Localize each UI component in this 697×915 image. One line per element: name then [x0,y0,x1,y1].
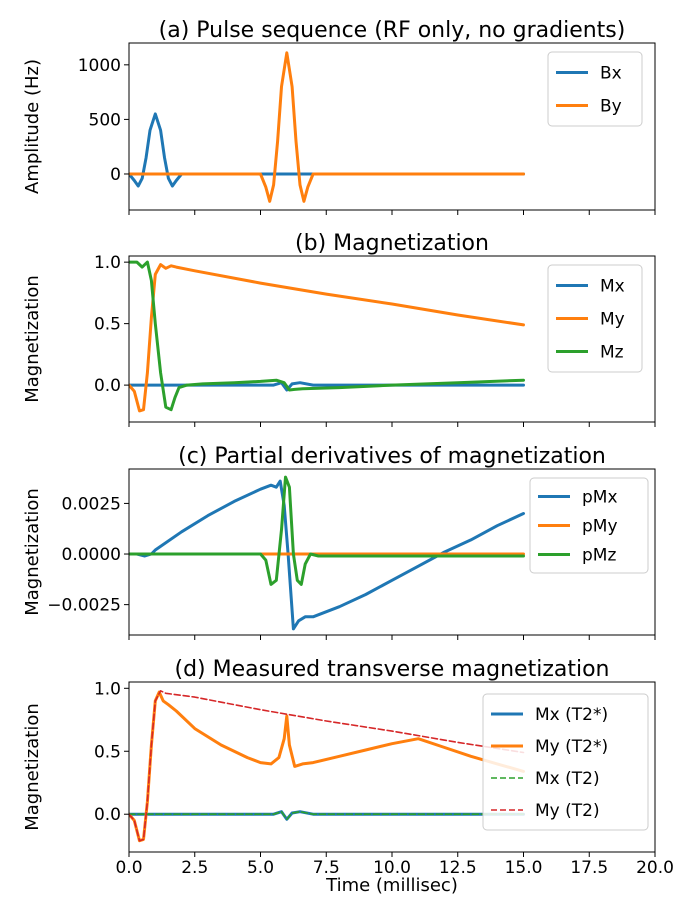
x-tick-label: 0.0 [115,858,142,878]
legend: Mx (T2*) My (T2*) Mx (T2) My (T2) [482,693,649,831]
series-line-mz [129,260,525,412]
series-line-mx-t2 [129,810,525,821]
y-tick-label: 0.5 [94,315,121,335]
y-axis-label: Magnetization [22,703,43,831]
y-axis-label: Magnetization [22,275,43,403]
x-axis-label: Time (millisec) [325,875,458,896]
legend-box [529,477,649,574]
series-line-mx [129,381,525,392]
x-tick-label: 20.0 [636,858,674,878]
y-tick-label: −0.0025 [47,596,121,616]
legend-label: My [600,310,625,330]
legend-box [547,264,643,373]
series-line-pmx [129,479,525,631]
series-line-bx [129,112,525,188]
series-group [129,260,525,413]
legend-label: pMy [582,517,618,537]
x-tick-label: 7.5 [313,858,340,878]
panel-c-partial-derivatives: (c) Partial derivatives of magnetization… [22,444,656,640]
panel-title: (a) Pulse sequence (RF only, no gradient… [159,18,626,43]
legend-box [547,51,643,127]
y-axis-label: Magnetization [22,488,43,616]
x-tick-label: 2.5 [181,858,208,878]
series-line-mx-t2 [129,810,525,821]
axes-frame [128,42,656,211]
y-tick-label: 0 [110,165,121,185]
legend-label: Mx [600,277,625,297]
series-line-pmz [129,475,525,586]
series-group [129,689,525,843]
legend-label: pMx [582,488,618,508]
series-line-my-t2 [129,690,525,843]
legend-label: pMz [582,546,616,566]
y-tick-label: 500 [89,110,121,130]
panel-title: (c) Partial derivatives of magnetization [178,444,606,469]
y-tick-label: 0.0 [94,805,121,825]
legend-label: Bx [600,64,622,84]
legend-label: Mx (T2*) [535,705,608,725]
y-tick-label: 0.5 [94,742,121,762]
legend: pMx pMy pMz [529,477,649,574]
x-tick-label: 12.5 [439,858,477,878]
series-group [129,475,525,631]
x-tick-label: 17.5 [570,858,608,878]
panel-title: (b) Magnetization [295,231,489,256]
series-line-by [129,51,525,203]
legend-label: My (T2*) [535,737,608,757]
y-tick-label: 0.0000 [62,545,121,565]
legend-label: Mx (T2) [535,769,600,789]
x-tick-label: 5.0 [247,858,274,878]
legend: Bx By [547,51,643,127]
y-tick-label: 0.0025 [62,494,121,514]
y-tick-label: 0.0 [94,376,121,396]
y-tick-label: 1.0 [94,679,121,699]
panel-b-magnetization: (b) Magnetization Magnetization 0.0 0.5 1.0 M… [22,231,656,427]
x-tick-label: 10.0 [373,858,411,878]
x-tick-label: 15.0 [505,858,543,878]
panel-title: (d) Measured transverse magnetization [175,657,610,682]
y-tick-label: 1.0 [94,253,121,273]
legend-box [482,693,649,831]
series-group [129,51,525,203]
y-axis-label: Amplitude (Hz) [22,59,43,194]
series-line-my-t2 [129,689,525,842]
legend-label: Mz [600,343,624,363]
axes-frame [128,468,656,636]
series-line-my [129,263,525,413]
panel-d-measured-transverse: (d) Measured transverse magnetization Mag… [22,657,674,878]
panel-a-pulse-sequence: (a) Pulse sequence (RF only, no gradient… [22,18,656,215]
legend: Mx My Mz [547,264,643,373]
axes-frame [128,681,656,853]
legend-label: My (T2) [535,801,600,821]
legend-label: By [600,97,622,117]
y-tick-label: 1000 [78,56,121,76]
axes-frame [128,255,656,423]
